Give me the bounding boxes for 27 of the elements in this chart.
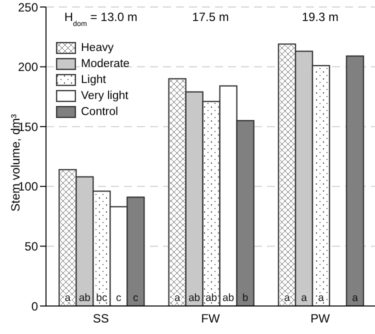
legend-label: Very light bbox=[81, 90, 128, 102]
y-tick-label: 50 bbox=[24, 239, 38, 254]
legend-label: Control bbox=[81, 106, 118, 118]
data-label: b bbox=[242, 292, 248, 304]
y-tick-label: 200 bbox=[18, 60, 38, 74]
data-label: a bbox=[318, 292, 324, 304]
data-label: ab bbox=[188, 292, 200, 304]
data-label: ab bbox=[205, 292, 218, 304]
data-label: ab bbox=[78, 292, 91, 304]
data-label: c bbox=[116, 292, 122, 304]
y-tick-label: 0 bbox=[31, 299, 38, 314]
legend-label: Heavy bbox=[81, 42, 114, 54]
x-tick-label: PW bbox=[310, 312, 330, 326]
legend-label: Light bbox=[81, 74, 106, 86]
data-label: a bbox=[352, 292, 358, 304]
legend-label: Moderate bbox=[81, 58, 130, 70]
data-label: a bbox=[301, 292, 308, 304]
data-label: ab bbox=[222, 292, 234, 304]
x-tick-label: SS bbox=[92, 312, 109, 326]
annotation: 19.3 m bbox=[302, 10, 339, 24]
data-label: bc bbox=[96, 292, 108, 304]
annotation: 17.5 m bbox=[192, 10, 229, 24]
data-label: c bbox=[133, 292, 138, 304]
bar bbox=[346, 55, 364, 306]
x-tick-label: FW bbox=[201, 312, 220, 326]
annotation: H$_{dom}$ = 13.0 m bbox=[64, 10, 138, 28]
y-tick-label: 250 bbox=[18, 0, 38, 14]
